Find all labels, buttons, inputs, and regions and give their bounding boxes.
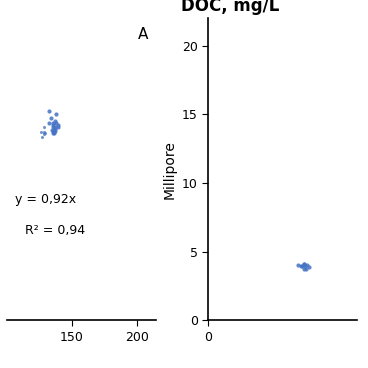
Point <box>46 120 52 126</box>
Point <box>295 262 301 268</box>
Text: A: A <box>138 28 149 42</box>
Point <box>50 122 56 128</box>
Point <box>52 118 58 124</box>
Point <box>304 262 310 268</box>
Point <box>301 266 307 272</box>
Point <box>50 124 56 130</box>
Text: R² = 0,94: R² = 0,94 <box>25 224 85 237</box>
Point <box>46 108 52 114</box>
Text: y = 0,92x: y = 0,92x <box>15 194 76 206</box>
Point <box>53 120 59 125</box>
Point <box>38 130 43 135</box>
Point <box>55 124 61 130</box>
Point <box>48 115 54 121</box>
Point <box>306 264 312 270</box>
Point <box>52 124 57 130</box>
Point <box>303 266 309 272</box>
Point <box>52 126 58 132</box>
Point <box>41 129 47 135</box>
Point <box>39 134 45 140</box>
Text: DOC, mg/L: DOC, mg/L <box>181 0 280 15</box>
Point <box>50 130 56 136</box>
Point <box>41 124 47 130</box>
Point <box>53 111 59 117</box>
Point <box>301 261 307 267</box>
Point <box>51 130 57 135</box>
Point <box>301 261 307 267</box>
Y-axis label: Millipore: Millipore <box>162 140 176 199</box>
Point <box>55 122 61 128</box>
Point <box>41 131 47 137</box>
Point <box>42 130 48 136</box>
Point <box>50 120 56 126</box>
Point <box>300 263 305 269</box>
Point <box>298 263 304 269</box>
Point <box>50 127 56 133</box>
Point <box>50 128 56 134</box>
Point <box>302 263 308 269</box>
Point <box>52 128 58 134</box>
